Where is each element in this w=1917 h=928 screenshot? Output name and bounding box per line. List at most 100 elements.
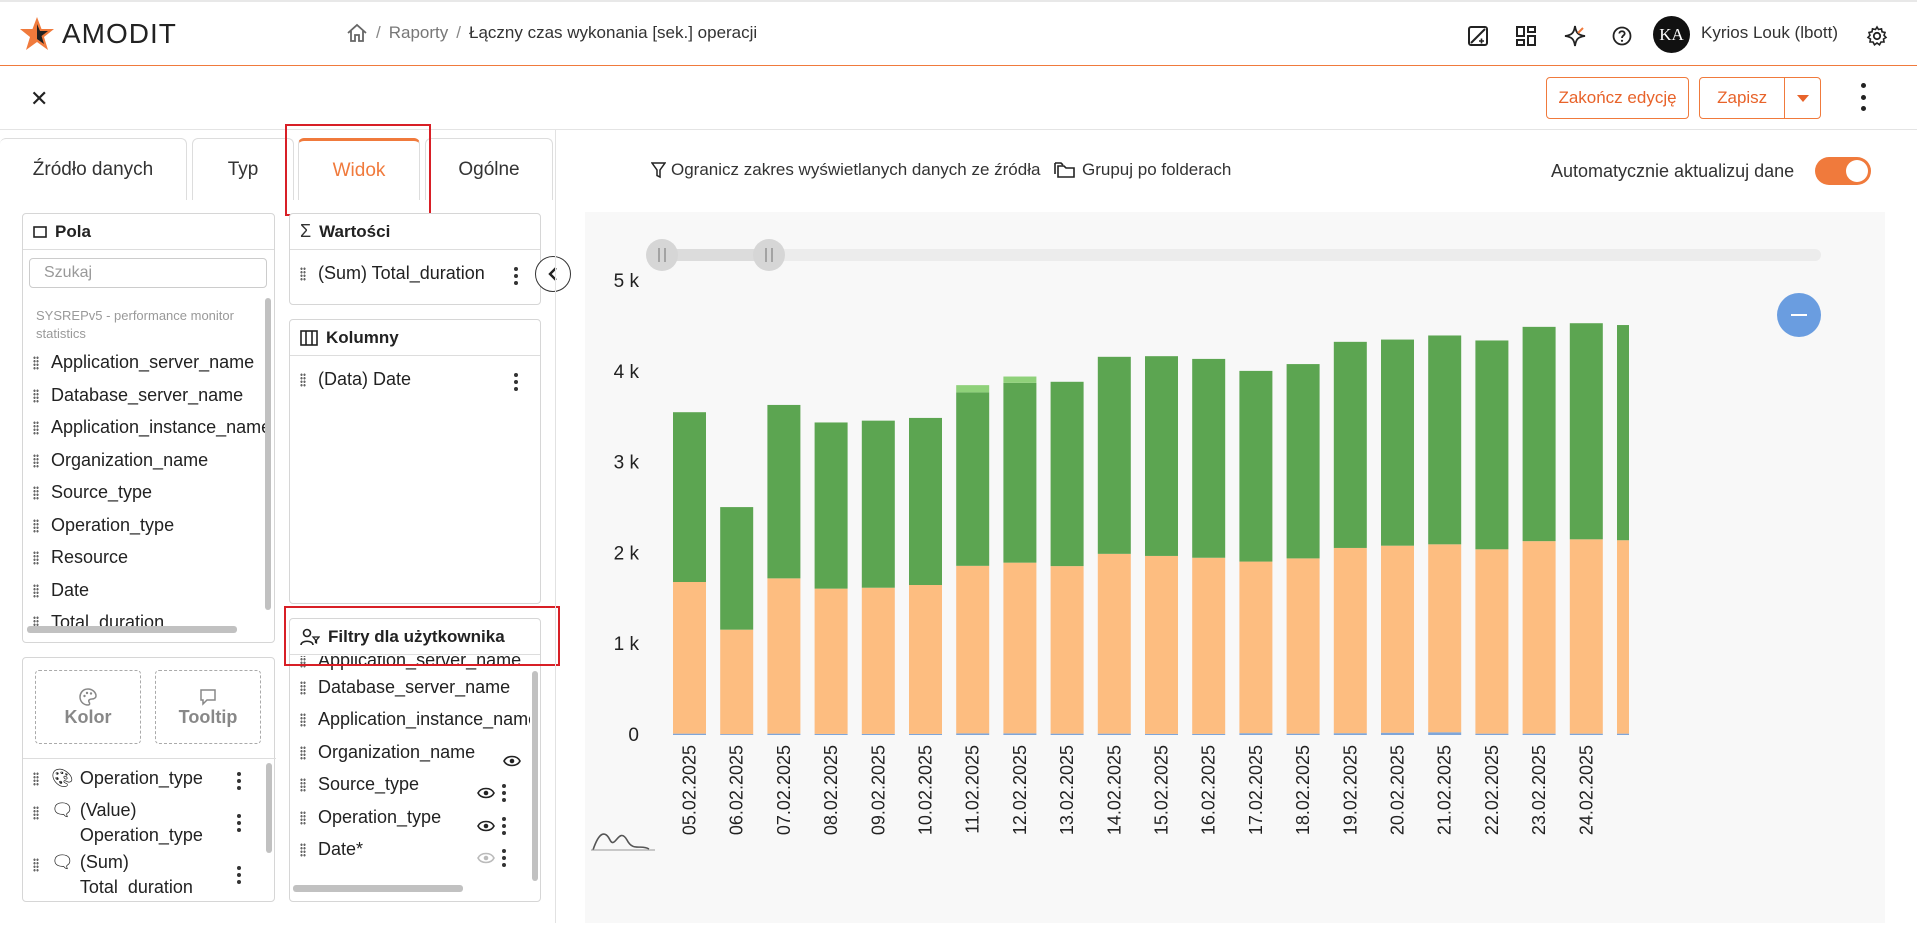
bar-chart[interactable]: 0 1 k 2 k 3 k 4 k 5 k 05.02.2025 06.02.2025 07.…: [585, 212, 1885, 923]
bar-segment[interactable]: [814, 422, 848, 589]
tab-view[interactable]: Widok: [298, 138, 420, 200]
bar-segment[interactable]: [1333, 341, 1367, 548]
bar-segment[interactable]: [1097, 733, 1131, 735]
bar-segment[interactable]: [767, 578, 801, 734]
bar-segment[interactable]: [673, 412, 706, 583]
bar-segment[interactable]: [1286, 558, 1320, 734]
bar-segment[interactable]: [720, 629, 754, 735]
drag-handle-icon[interactable]: [33, 355, 39, 370]
close-icon[interactable]: ✕: [30, 86, 49, 111]
bar-segment[interactable]: [861, 733, 895, 735]
bar-segment[interactable]: [1145, 733, 1178, 735]
bar-segment[interactable]: [1003, 376, 1037, 383]
bar-segment[interactable]: [1239, 561, 1273, 734]
save-button[interactable]: Zapisz: [1717, 88, 1768, 107]
tab-data-source[interactable]: Źródło danych: [0, 138, 187, 200]
bar-segment[interactable]: [956, 392, 990, 566]
list-item[interactable]: (Data) Date: [300, 369, 411, 390]
list-item[interactable]: Database_server_name: [33, 385, 243, 406]
drag-handle-icon[interactable]: [33, 453, 39, 468]
group-folders-button[interactable]: Grupuj po folderach: [1054, 160, 1231, 180]
bar-segment[interactable]: [1333, 733, 1367, 735]
save-options-chevron-icon[interactable]: [1785, 94, 1820, 102]
bar-segment[interactable]: [956, 385, 990, 393]
list-item[interactable]: Date*: [300, 839, 363, 860]
tab-general[interactable]: Ogólne: [425, 138, 553, 200]
bar-segment[interactable]: [1145, 356, 1178, 556]
list-item[interactable]: Application_instance_name: [33, 417, 266, 438]
bar-segment[interactable]: [1522, 326, 1556, 542]
tooltip-drop-zone[interactable]: Tooltip: [155, 670, 261, 744]
collapse-panel-button[interactable]: [535, 256, 571, 292]
bar-segment[interactable]: [1617, 540, 1629, 734]
list-item[interactable]: 🗨︎ (Sum) Total_duration: [33, 850, 228, 894]
color-drop-zone[interactable]: Kolor: [35, 670, 141, 744]
bar-segment[interactable]: [1286, 733, 1320, 735]
drag-handle-icon[interactable]: [300, 810, 306, 825]
bar-segment[interactable]: [1428, 335, 1462, 545]
bar-segment[interactable]: [1003, 382, 1037, 563]
list-item[interactable]: Database_server_name: [300, 677, 510, 698]
item-menu-icon[interactable]: [237, 772, 241, 790]
eye-icon[interactable]: [477, 820, 495, 832]
tab-type[interactable]: Typ: [192, 138, 294, 200]
drag-handle-icon[interactable]: [300, 372, 306, 387]
drag-handle-icon[interactable]: [33, 518, 39, 533]
bar-segment[interactable]: [1617, 325, 1629, 541]
bar-segment[interactable]: [1428, 732, 1462, 735]
field-search-input[interactable]: Szukaj: [29, 258, 267, 288]
list-item[interactable]: Organization_name: [300, 742, 475, 763]
scrollbar[interactable]: [266, 763, 272, 853]
bar-segment[interactable]: [1333, 547, 1367, 734]
bar-segment[interactable]: [1381, 545, 1414, 733]
bar-segment[interactable]: [1475, 549, 1509, 734]
bar-segment[interactable]: [861, 587, 895, 734]
item-menu-icon[interactable]: [502, 784, 506, 802]
drag-handle-icon[interactable]: [33, 771, 39, 786]
eye-icon[interactable]: [503, 755, 521, 767]
item-menu-icon[interactable]: [514, 267, 518, 285]
drag-handle-icon[interactable]: [300, 777, 306, 792]
drag-handle-icon[interactable]: [33, 485, 39, 500]
bar-segment[interactable]: [767, 733, 801, 735]
app-logo[interactable]: AMODIT: [18, 16, 177, 52]
drag-handle-icon[interactable]: [300, 745, 306, 760]
list-item[interactable]: Total_duration: [33, 612, 164, 628]
bar-segment[interactable]: [1522, 541, 1556, 734]
bar-segment[interactable]: [814, 588, 848, 734]
item-menu-icon[interactable]: [502, 849, 506, 867]
list-item[interactable]: Application_server_name: [33, 352, 254, 373]
help-icon[interactable]: [1611, 25, 1633, 47]
eye-icon[interactable]: [477, 787, 495, 799]
zoom-out-button[interactable]: [1777, 293, 1821, 337]
bar-segment[interactable]: [1097, 356, 1131, 554]
user-name[interactable]: Kyrios Louk (lbott): [1701, 23, 1838, 42]
item-menu-icon[interactable]: [237, 814, 241, 832]
drag-handle-icon[interactable]: [33, 420, 39, 435]
home-icon[interactable]: [346, 23, 368, 43]
list-item[interactable]: 🎨︎ Operation_type: [33, 768, 203, 789]
limit-data-button[interactable]: Ogranicz zakres wyświetlanych danych ze …: [651, 160, 1040, 180]
list-item[interactable]: Operation_type: [33, 515, 174, 536]
bar-segment[interactable]: [720, 507, 754, 630]
bar-segment[interactable]: [673, 582, 706, 734]
bar-segment[interactable]: [1239, 370, 1273, 562]
bar-segment[interactable]: [861, 420, 895, 588]
bar-segment[interactable]: [1381, 339, 1414, 546]
bar-segment[interactable]: [1569, 323, 1603, 540]
bar-segment[interactable]: [1192, 358, 1226, 558]
bar-segment[interactable]: [1522, 733, 1556, 735]
drag-handle-icon[interactable]: [33, 388, 39, 403]
drag-handle-icon[interactable]: [33, 615, 39, 628]
bar-segment[interactable]: [1050, 381, 1084, 567]
range-slider[interactable]: [646, 239, 1821, 271]
scrollbar[interactable]: [293, 885, 463, 892]
bar-segment[interactable]: [1475, 340, 1509, 550]
bar-segment[interactable]: [1475, 733, 1509, 735]
bar-segment[interactable]: [1569, 733, 1603, 735]
scrollbar[interactable]: [532, 671, 538, 881]
bar-segment[interactable]: [1286, 364, 1320, 559]
more-menu-icon[interactable]: [1857, 83, 1869, 111]
drag-handle-icon[interactable]: [300, 266, 306, 281]
drag-handle-icon[interactable]: [300, 680, 306, 695]
